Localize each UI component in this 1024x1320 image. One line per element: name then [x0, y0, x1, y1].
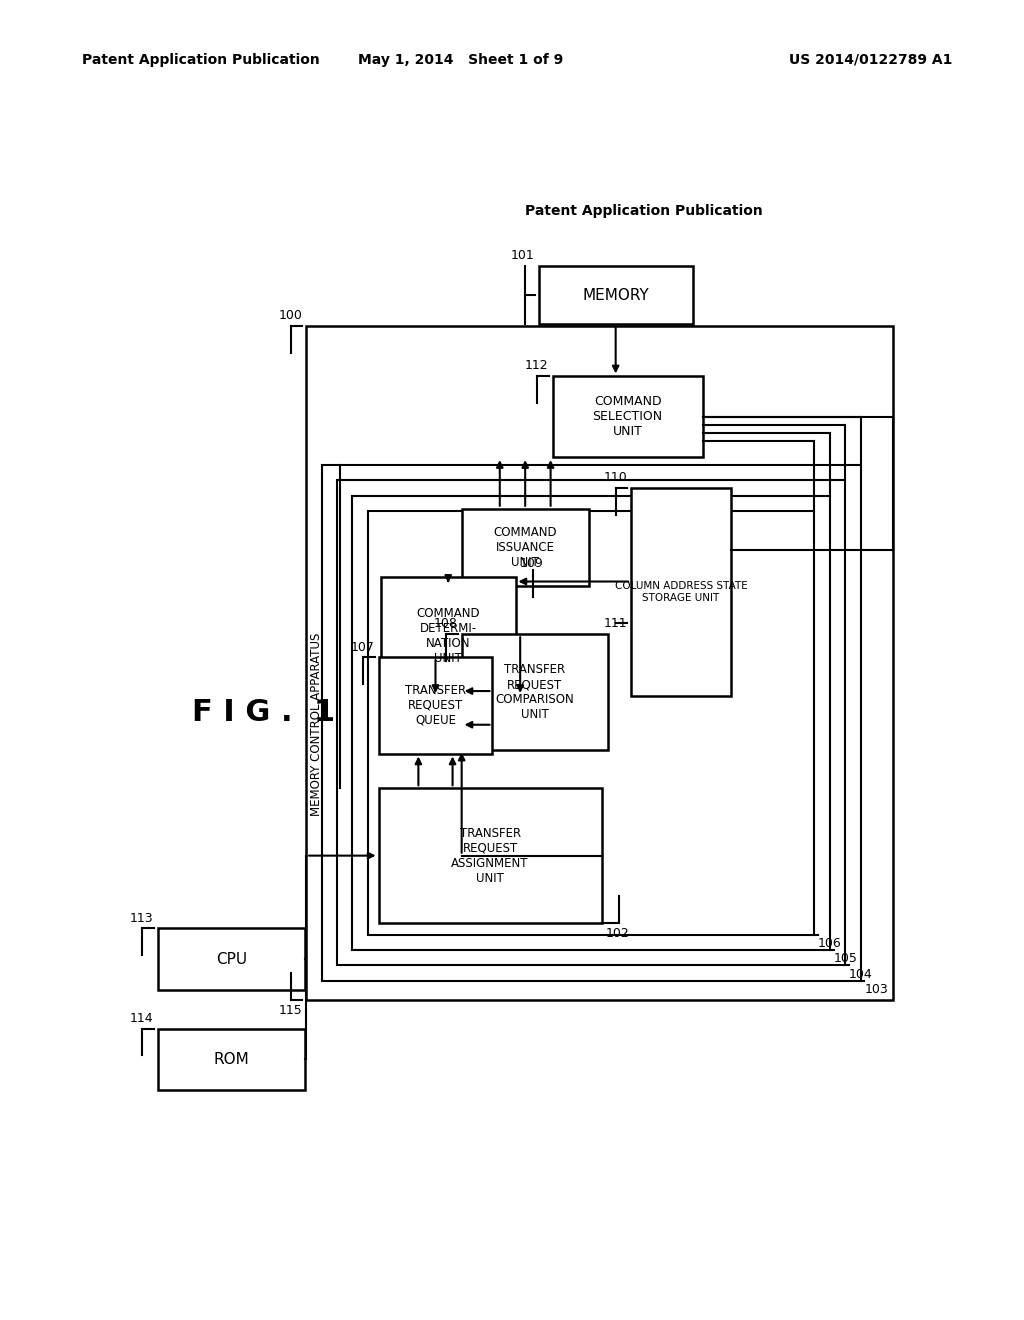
Text: CPU: CPU [216, 952, 247, 966]
Text: 109: 109 [519, 557, 543, 570]
Bar [553, 376, 702, 457]
Text: 100: 100 [279, 309, 302, 322]
Bar [462, 508, 589, 586]
Text: 107: 107 [351, 640, 375, 653]
Bar [631, 488, 731, 696]
Bar [379, 657, 493, 754]
Bar [337, 480, 845, 965]
Text: F I G .  1: F I G . 1 [193, 698, 335, 727]
Text: TRANSFER
REQUEST
COMPARISON
UNIT: TRANSFER REQUEST COMPARISON UNIT [496, 663, 574, 721]
Text: TRANSFER
REQUEST
QUEUE: TRANSFER REQUEST QUEUE [404, 684, 466, 727]
Text: COMMAND
DETERMI-
NATION
UNIT: COMMAND DETERMI- NATION UNIT [417, 607, 480, 665]
Text: 105: 105 [834, 952, 857, 965]
Text: 101: 101 [511, 249, 535, 263]
Text: 102: 102 [605, 927, 630, 940]
Text: 110: 110 [603, 471, 628, 484]
Text: 106: 106 [818, 937, 842, 950]
Bar [539, 267, 692, 323]
Bar [158, 928, 305, 990]
Bar [379, 788, 602, 923]
Text: COMMAND
ISSUANCE
UNIT: COMMAND ISSUANCE UNIT [494, 525, 557, 569]
Text: May 1, 2014   Sheet 1 of 9: May 1, 2014 Sheet 1 of 9 [358, 53, 563, 67]
Bar [306, 326, 893, 1001]
Bar [352, 496, 829, 950]
Text: 114: 114 [130, 1011, 154, 1024]
Text: 111: 111 [603, 616, 628, 630]
Text: 104: 104 [849, 968, 872, 981]
Text: ROM: ROM [214, 1052, 249, 1067]
Text: COLUMN ADDRESS STATE
STORAGE UNIT: COLUMN ADDRESS STATE STORAGE UNIT [614, 581, 748, 603]
Text: MEMORY: MEMORY [583, 288, 649, 302]
Text: 103: 103 [864, 983, 888, 997]
Text: Patent Application Publication: Patent Application Publication [524, 203, 763, 218]
Bar [322, 465, 860, 981]
Text: 108: 108 [434, 618, 458, 631]
Text: MEMORY CONTROL APPARATUS: MEMORY CONTROL APPARATUS [310, 634, 324, 817]
Text: 113: 113 [130, 912, 154, 924]
Bar [381, 577, 515, 696]
Text: COMMAND
SELECTION
UNIT: COMMAND SELECTION UNIT [593, 395, 663, 438]
Text: 112: 112 [525, 359, 549, 372]
Bar [462, 635, 608, 750]
Text: US 2014/0122789 A1: US 2014/0122789 A1 [788, 53, 952, 67]
Bar [158, 1028, 305, 1090]
Text: Patent Application Publication: Patent Application Publication [82, 53, 319, 67]
Bar [368, 511, 814, 935]
Text: TRANSFER
REQUEST
ASSIGNMENT
UNIT: TRANSFER REQUEST ASSIGNMENT UNIT [452, 826, 529, 884]
Text: 115: 115 [279, 1003, 302, 1016]
